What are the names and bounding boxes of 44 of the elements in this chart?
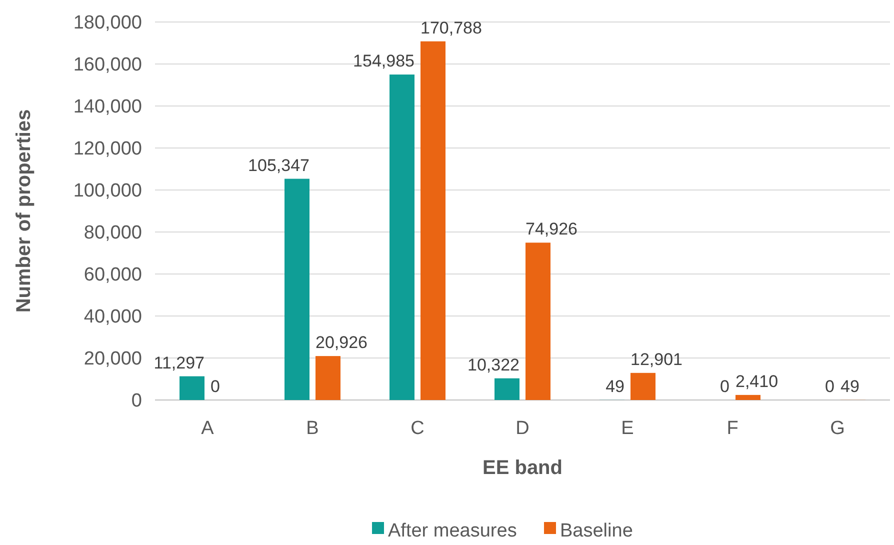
y-tick-label: 160,000 <box>73 54 142 76</box>
data-label: 12,901 <box>630 350 682 369</box>
bar <box>420 41 446 400</box>
y-tick-label: 140,000 <box>73 96 142 118</box>
y-tick-label: 40,000 <box>84 306 142 328</box>
y-tick-label: 20,000 <box>84 348 142 370</box>
y-tick-label: 60,000 <box>84 264 142 286</box>
data-label: 74,926 <box>526 220 578 239</box>
data-label: 2,410 <box>736 372 778 391</box>
legend-label: Baseline <box>560 520 633 542</box>
bar <box>390 74 414 400</box>
x-tick-label: C <box>410 418 424 439</box>
bar <box>316 356 340 400</box>
y-axis-title: Number of properties <box>13 109 35 313</box>
data-label: 49 <box>840 376 860 396</box>
x-tick-label: E <box>621 418 634 439</box>
data-label: 0 <box>210 377 220 396</box>
x-tick-label: D <box>516 418 530 439</box>
bar <box>180 376 204 400</box>
data-label: 49 <box>606 376 624 396</box>
x-axis-title: EE band <box>482 457 563 479</box>
x-tick-label: B <box>306 418 319 439</box>
x-tick-label: G <box>830 418 845 439</box>
bar <box>736 394 760 400</box>
y-tick-label: 120,000 <box>73 138 142 160</box>
y-tick-label: 180,000 <box>73 12 142 34</box>
y-tick-label: 80,000 <box>84 222 142 244</box>
bar <box>526 242 550 400</box>
legend-label: After measures <box>388 520 517 542</box>
data-label: 10,322 <box>468 355 520 374</box>
x-tick-label: A <box>201 418 214 439</box>
bar <box>284 178 310 400</box>
data-label: 170,788 <box>420 18 482 38</box>
y-tick-label: 0 <box>131 390 142 412</box>
data-label: 105,347 <box>248 156 310 175</box>
y-tick-label: 100,000 <box>73 180 142 202</box>
data-label: 0 <box>825 377 834 396</box>
bar <box>630 372 656 400</box>
data-label: 20,926 <box>316 333 368 352</box>
bar <box>494 378 520 400</box>
data-label: 11,297 <box>154 353 204 372</box>
data-label: 0 <box>720 377 730 396</box>
x-tick-label: F <box>726 418 738 439</box>
data-label: 154,985 <box>353 52 414 71</box>
